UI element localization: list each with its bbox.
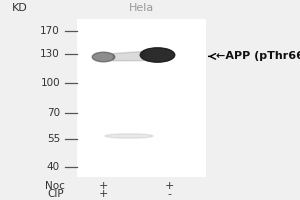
Text: 100: 100: [40, 78, 60, 88]
Text: 55: 55: [47, 134, 60, 144]
Ellipse shape: [140, 48, 175, 62]
Ellipse shape: [105, 134, 153, 138]
Text: -: -: [167, 189, 172, 199]
Text: 40: 40: [47, 162, 60, 172]
Text: Noc: Noc: [45, 181, 64, 191]
Text: 70: 70: [47, 108, 60, 118]
Text: +: +: [99, 189, 108, 199]
Text: +: +: [99, 181, 108, 191]
Text: KD: KD: [12, 3, 27, 13]
Text: Hela: Hela: [128, 3, 154, 13]
Text: 130: 130: [40, 49, 60, 59]
Text: ←APP (pThr668): ←APP (pThr668): [216, 51, 300, 61]
Bar: [76, 19, 206, 177]
Text: CIP: CIP: [48, 189, 64, 199]
Text: +: +: [165, 181, 174, 191]
Text: 170: 170: [40, 26, 60, 36]
Ellipse shape: [92, 52, 115, 62]
